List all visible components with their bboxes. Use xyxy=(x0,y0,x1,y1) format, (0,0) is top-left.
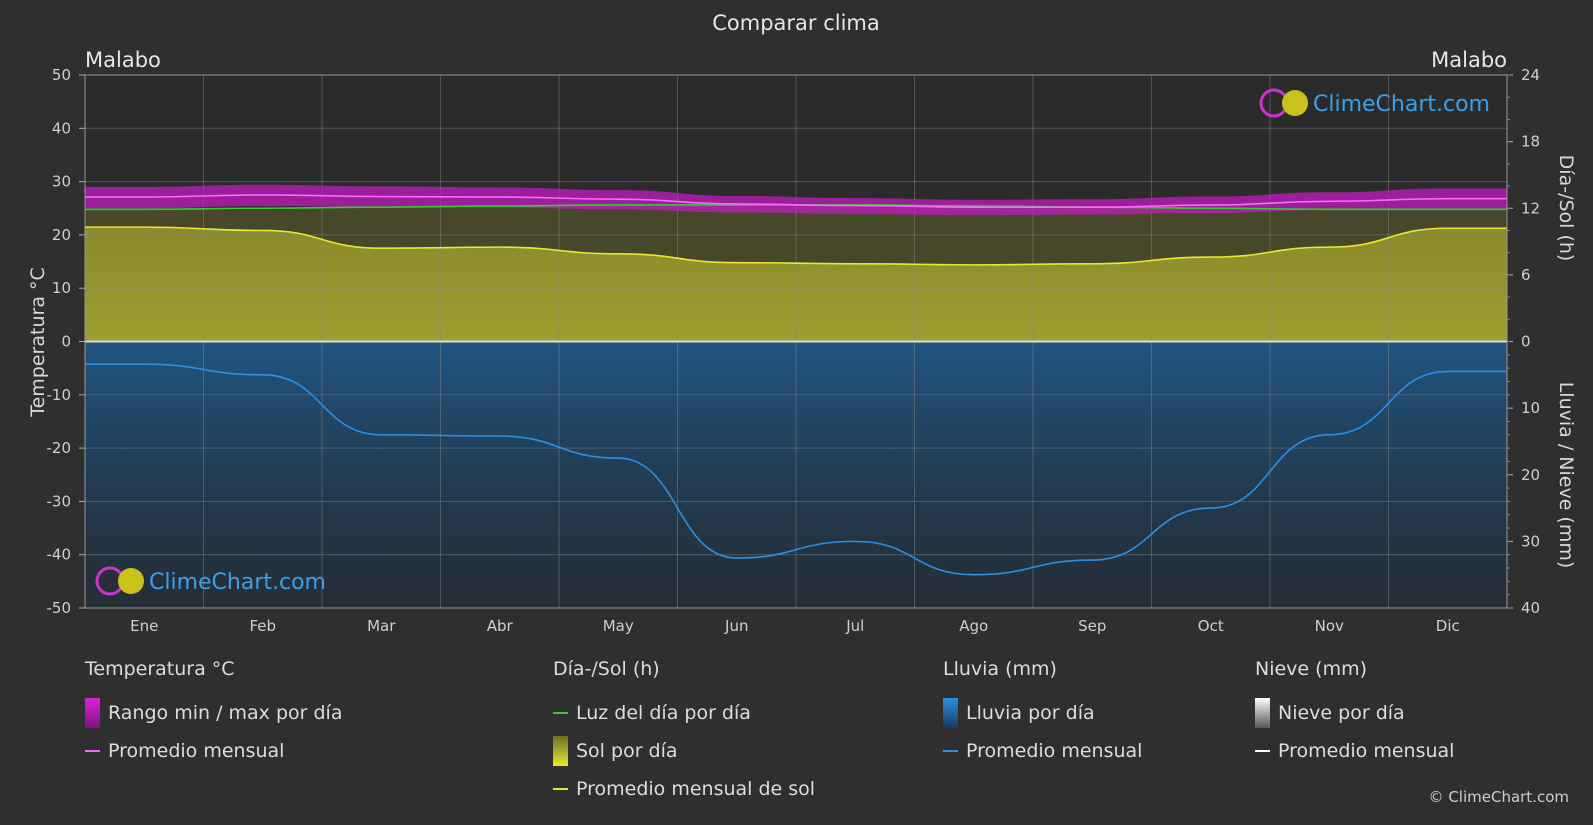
location-left: Malabo xyxy=(85,48,161,72)
legend-label: Sol por día xyxy=(576,740,678,762)
legend-item: Luz del día por día xyxy=(553,694,815,732)
legend-label: Promedio mensual xyxy=(966,740,1143,762)
legend-label: Promedio mensual xyxy=(1278,740,1455,762)
legend-item: Promedio mensual xyxy=(943,732,1142,770)
x-tick-label-month: Abr xyxy=(487,617,514,635)
legend-swatch xyxy=(943,698,958,728)
legend-label: Luz del día por día xyxy=(576,702,751,724)
y-tick-label-left: 40 xyxy=(52,119,71,137)
y-tick-label-right: 24 xyxy=(1521,66,1540,84)
y-tick-label-left: 0 xyxy=(61,333,71,351)
x-tick-label-month: Nov xyxy=(1315,617,1344,635)
legend-label: Lluvia por día xyxy=(966,702,1095,724)
y-tick-label-right: 20 xyxy=(1521,466,1540,484)
legend-item: Sol por día xyxy=(553,732,815,770)
rain-area xyxy=(85,341,1507,608)
location-right: Malabo xyxy=(1431,48,1507,72)
y-axis-label-right-top: Día-/Sol (h) xyxy=(1555,155,1577,262)
y-tick-label-right: 18 xyxy=(1521,133,1540,151)
watermark-text-bottom: ClimeChart.com xyxy=(149,570,326,595)
y-tick-label-left: -10 xyxy=(47,386,72,404)
legend-item: Promedio mensual de sol xyxy=(553,770,815,808)
x-tick-label-month: Sep xyxy=(1078,617,1106,635)
x-tick-label-month: Ene xyxy=(130,617,158,635)
y-tick-label-left: -30 xyxy=(47,492,72,510)
legend-title: Lluvia (mm) xyxy=(943,658,1057,680)
climechart-sun-icon xyxy=(118,568,144,594)
x-tick-label-month: Ago xyxy=(959,617,988,635)
x-tick-label-month: May xyxy=(603,617,634,635)
legend-swatch xyxy=(85,698,100,728)
copyright: © ClimeChart.com xyxy=(1428,788,1569,806)
sun-area xyxy=(85,227,1507,342)
legend-swatch xyxy=(1255,698,1270,728)
legend-item: Promedio mensual xyxy=(1255,732,1454,770)
legend-item: Rango min / max por día xyxy=(85,694,342,732)
legend-sun: Día-/Sol (h) Luz del día por día Sol por… xyxy=(553,658,815,808)
watermark-text-top: ClimeChart.com xyxy=(1313,92,1490,117)
x-tick-label-month: Jun xyxy=(724,617,748,635)
y-tick-label-left: 30 xyxy=(52,173,71,191)
y-tick-label-right: 6 xyxy=(1521,266,1531,284)
legend-swatch xyxy=(1255,750,1270,752)
y-tick-label-left: 20 xyxy=(52,226,71,244)
legend-title: Día-/Sol (h) xyxy=(553,658,660,680)
x-tick-label-month: Oct xyxy=(1198,617,1224,635)
y-tick-label-left: -20 xyxy=(47,439,72,457)
rain-avg-line xyxy=(85,363,1507,576)
climechart-sun-icon xyxy=(1282,90,1308,116)
legend-item: Nieve por día xyxy=(1255,694,1454,732)
x-tick-label-month: Mar xyxy=(367,617,396,635)
y-tick-label-left: -50 xyxy=(47,599,72,617)
legend-temperature: Temperatura °C Rango min / max por día P… xyxy=(85,658,342,770)
legend-label: Rango min / max por día xyxy=(108,702,343,724)
legend-label: Promedio mensual de sol xyxy=(576,778,816,800)
y-tick-label-left: -40 xyxy=(47,546,72,564)
temperature-avg-line xyxy=(85,194,1507,208)
legend-item: Lluvia por día xyxy=(943,694,1142,732)
sun-avg-line xyxy=(84,226,1507,266)
legend-snow: Nieve (mm) Nieve por día Promedio mensua… xyxy=(1255,658,1454,770)
y-axis-label-right-bottom: Lluvia / Nieve (mm) xyxy=(1555,382,1577,569)
y-tick-label-left: 50 xyxy=(52,66,71,84)
y-tick-label-right: 12 xyxy=(1521,199,1540,217)
y-tick-label-right: 0 xyxy=(1521,333,1531,351)
watermark-top: ClimeChart.com xyxy=(1259,88,1490,118)
y-tick-label-right: 30 xyxy=(1521,532,1540,550)
chart-title: Comparar clima xyxy=(712,11,880,35)
legend-swatch xyxy=(553,712,568,714)
y-axis-label-left: Temperatura °C xyxy=(27,267,49,418)
watermark-bottom: ClimeChart.com xyxy=(95,566,326,596)
legend-swatch xyxy=(553,736,568,766)
legend-title: Nieve (mm) xyxy=(1255,658,1367,680)
legend-label: Promedio mensual xyxy=(108,740,285,762)
climate-chart: Comparar clima Malabo Malabo 50 40 30 20 10 0… xyxy=(27,11,1577,635)
x-tick-label-month: Feb xyxy=(249,617,276,635)
y-tick-label-right: 40 xyxy=(1521,599,1540,617)
y-tick-label-right: 10 xyxy=(1521,399,1540,417)
x-tick-label-month: Dic xyxy=(1436,617,1460,635)
y-tick-label-left: 10 xyxy=(52,279,71,297)
x-tick-label-month: Jul xyxy=(845,617,864,635)
legend-item: Promedio mensual xyxy=(85,732,342,770)
legend-rain: Lluvia (mm) Lluvia por día Promedio mens… xyxy=(943,658,1142,770)
legend-label: Nieve por día xyxy=(1278,702,1405,724)
legend-title: Temperatura °C xyxy=(85,658,235,680)
legend-swatch xyxy=(85,750,100,752)
legend-swatch xyxy=(553,788,568,790)
legend-swatch xyxy=(943,750,958,752)
